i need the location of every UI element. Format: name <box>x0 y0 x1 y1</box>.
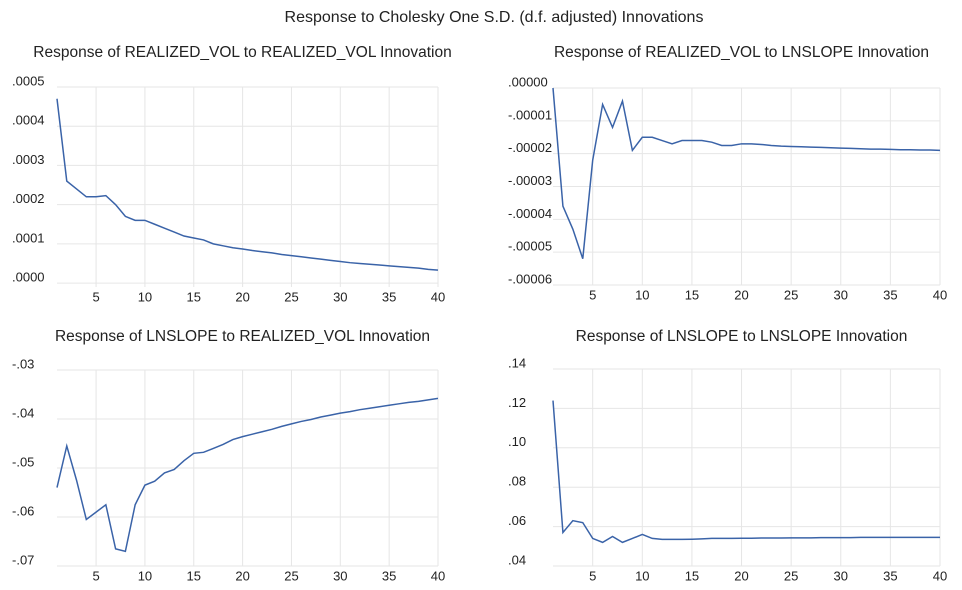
x-tick-label: 40 <box>933 568 947 583</box>
x-tick-label: 5 <box>589 287 596 302</box>
x-tick-label: 15 <box>685 568 699 583</box>
y-tick-label: -.00002 <box>508 140 552 155</box>
x-tick-label: 10 <box>138 289 152 304</box>
y-tick-label: -.06 <box>12 503 34 518</box>
x-tick-label: 20 <box>235 289 249 304</box>
chart-title: Response to Cholesky One S.D. (d.f. adju… <box>285 9 704 26</box>
y-tick-label: -.00005 <box>508 239 552 254</box>
x-tick-label: 5 <box>92 289 99 304</box>
x-tick-label: 5 <box>92 568 99 583</box>
x-tick-label: 15 <box>187 568 201 583</box>
x-tick-label: 35 <box>382 289 396 304</box>
y-tick-label: -.07 <box>12 552 34 567</box>
x-tick-label: 30 <box>834 287 848 302</box>
x-tick-label: 30 <box>333 289 347 304</box>
y-tick-label: .0003 <box>12 152 45 167</box>
y-tick-label: .06 <box>508 513 526 528</box>
y-tick-label: -.00006 <box>508 271 552 286</box>
x-tick-label: 15 <box>187 289 201 304</box>
x-tick-label: 25 <box>784 287 798 302</box>
y-tick-label: .08 <box>508 474 526 489</box>
y-tick-label: -.00003 <box>508 173 552 188</box>
data-line <box>552 87 941 259</box>
x-tick-label: 40 <box>933 287 947 302</box>
subplot-title: Response of LNSLOPE to REALIZED_VOL Inno… <box>55 328 430 345</box>
y-tick-label: .0004 <box>12 113 45 128</box>
y-tick-label: -.03 <box>12 356 34 371</box>
x-tick-label: 10 <box>138 568 152 583</box>
x-tick-label: 20 <box>734 568 748 583</box>
x-tick-label: 30 <box>333 568 347 583</box>
x-tick-label: 40 <box>431 568 445 583</box>
y-tick-label: .00000 <box>508 74 548 89</box>
y-tick-label: -.00001 <box>508 107 552 122</box>
x-tick-label: 10 <box>635 568 649 583</box>
x-tick-label: 35 <box>382 568 396 583</box>
y-tick-label: .0000 <box>12 270 45 285</box>
data-line <box>552 400 940 544</box>
y-tick-label: .0005 <box>12 73 45 88</box>
y-tick-label: .0002 <box>12 191 45 206</box>
y-tick-label: .04 <box>508 552 526 567</box>
x-tick-label: 10 <box>635 287 649 302</box>
x-tick-label: 15 <box>685 287 699 302</box>
y-tick-label: -.05 <box>12 454 34 469</box>
x-tick-label: 25 <box>284 568 298 583</box>
x-tick-label: 20 <box>734 287 748 302</box>
x-tick-label: 30 <box>834 568 848 583</box>
x-tick-label: 35 <box>883 568 897 583</box>
subplot-title: Response of LNSLOPE to LNSLOPE Innovatio… <box>576 328 908 345</box>
y-tick-label: .10 <box>508 434 526 449</box>
y-tick-label: .0001 <box>12 230 45 245</box>
y-tick-label: -.04 <box>12 405 34 420</box>
data-line <box>56 98 439 271</box>
x-tick-label: 20 <box>235 568 249 583</box>
subplot-title: Response of REALIZED_VOL to REALIZED_VOL… <box>33 44 451 61</box>
y-tick-label: .14 <box>508 355 526 370</box>
y-tick-label: -.00004 <box>508 206 552 221</box>
x-tick-label: 25 <box>284 289 298 304</box>
subplot-title: Response of REALIZED_VOL to LNSLOPE Inno… <box>554 44 929 61</box>
data-line <box>56 397 439 553</box>
y-tick-label: .12 <box>508 395 526 410</box>
x-tick-label: 25 <box>784 568 798 583</box>
x-tick-label: 40 <box>431 289 445 304</box>
x-tick-label: 35 <box>883 287 897 302</box>
x-tick-label: 5 <box>589 568 596 583</box>
